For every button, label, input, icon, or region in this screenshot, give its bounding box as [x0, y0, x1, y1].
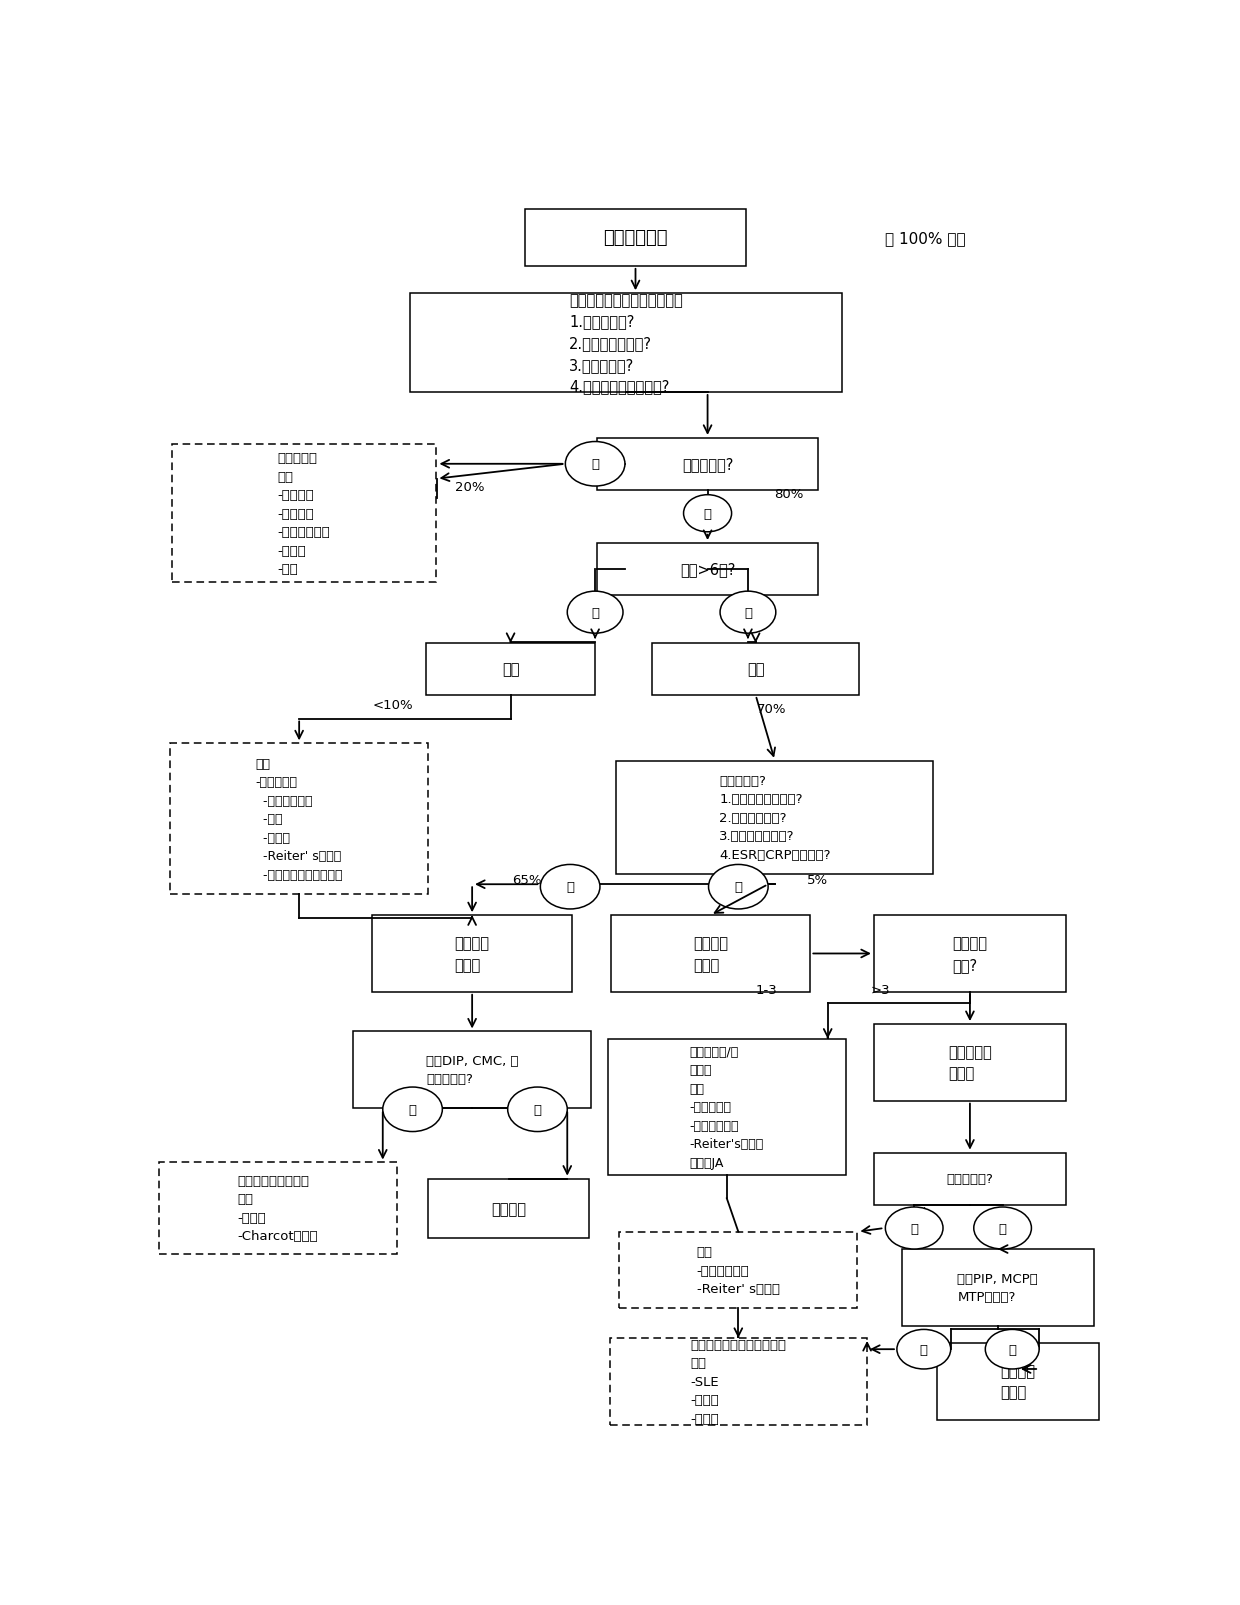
FancyBboxPatch shape [937, 1343, 1099, 1420]
Text: 80%: 80% [775, 488, 804, 501]
Text: 1-3: 1-3 [755, 984, 777, 997]
FancyBboxPatch shape [619, 1233, 858, 1308]
Text: 急性: 急性 [502, 663, 520, 677]
Text: 5%: 5% [806, 873, 827, 886]
Ellipse shape [897, 1329, 951, 1369]
Ellipse shape [565, 443, 625, 486]
Text: 是: 是 [744, 607, 751, 620]
Text: 不: 不 [591, 607, 599, 620]
FancyBboxPatch shape [610, 1339, 867, 1425]
Text: 是: 是 [533, 1103, 542, 1115]
Text: 不: 不 [591, 457, 599, 470]
Text: 20%: 20% [455, 480, 485, 493]
Text: <7%: <7% [897, 1205, 929, 1218]
Text: <10%: <10% [373, 700, 414, 713]
Ellipse shape [720, 592, 776, 634]
FancyBboxPatch shape [353, 1032, 591, 1109]
Ellipse shape [383, 1087, 443, 1132]
Text: 无关节病症
考虑
-外伤骨折
-纤维肌痛
-风湿性多肌痛
-滑囊炎
-腱炎: 无关节病症 考虑 -外伤骨折 -纤维肌痛 -风湿性多肌痛 -滑囊炎 -腱炎 [278, 453, 330, 576]
Text: 类风湿性
关节炎: 类风湿性 关节炎 [1001, 1363, 1035, 1400]
Text: 累及对称吗?: 累及对称吗? [946, 1172, 993, 1186]
FancyBboxPatch shape [409, 294, 842, 393]
Text: 不: 不 [920, 1343, 928, 1356]
FancyBboxPatch shape [170, 743, 428, 894]
Text: 骨关节炎: 骨关节炎 [491, 1201, 526, 1217]
Text: 不: 不 [910, 1221, 918, 1234]
FancyBboxPatch shape [427, 644, 595, 695]
FancyBboxPatch shape [596, 544, 818, 595]
Text: 疾病>6周?: 疾病>6周? [680, 562, 735, 578]
Ellipse shape [973, 1207, 1032, 1249]
Text: 是: 是 [703, 507, 712, 520]
FancyBboxPatch shape [372, 915, 572, 992]
Text: 65%: 65% [512, 873, 542, 886]
Text: 图 100% 患者: 图 100% 患者 [885, 231, 966, 246]
Text: 慢性炎性
关节炎: 慢性炎性 关节炎 [455, 936, 490, 973]
Text: 不太可能为骨关节炎
考虑
-骨坏死
-Charcot关节炎: 不太可能为骨关节炎 考虑 -骨坏死 -Charcot关节炎 [238, 1175, 319, 1242]
Text: 是: 是 [1008, 1343, 1017, 1356]
Ellipse shape [885, 1207, 944, 1249]
Ellipse shape [541, 865, 600, 910]
Text: 是: 是 [734, 881, 743, 894]
Text: 累及多少
关节?: 累及多少 关节? [952, 936, 987, 973]
Text: 慢性炎性单/寡
关节炎
考虑
-顽固性感染
-银屑病关节炎
-Reiter's综合征
少关节JA: 慢性炎性单/寡 关节炎 考虑 -顽固性感染 -银屑病关节炎 -Reiter's综… [689, 1045, 764, 1168]
Text: >3: >3 [870, 984, 890, 997]
Text: 慢性炎性多
关节炎: 慢性炎性多 关节炎 [949, 1045, 992, 1080]
Ellipse shape [986, 1329, 1039, 1369]
FancyBboxPatch shape [525, 210, 746, 266]
Text: 不太可能为类风湿性关节炎
考虑
-SLE
-硬皮病
-多肌炎: 不太可能为类风湿性关节炎 考虑 -SLE -硬皮病 -多肌炎 [691, 1339, 786, 1425]
Text: 是: 是 [998, 1221, 1007, 1234]
Text: 慢性: 慢性 [746, 663, 764, 677]
Text: 不: 不 [408, 1103, 417, 1115]
Ellipse shape [507, 1087, 567, 1132]
FancyBboxPatch shape [901, 1249, 1094, 1326]
Text: 慢性炎性
关节炎: 慢性炎性 关节炎 [693, 936, 728, 973]
Text: 是关节的吗?: 是关节的吗? [682, 457, 733, 472]
FancyBboxPatch shape [652, 644, 859, 695]
Text: 累及DIP, CMC, 髋
或膝关节吗?: 累及DIP, CMC, 髋 或膝关节吗? [425, 1054, 518, 1087]
FancyBboxPatch shape [874, 1024, 1066, 1101]
Text: 肌肉骨骼疾病: 肌肉骨骼疾病 [603, 230, 668, 247]
Text: 初始风湿史和身体检查来确定
1.是关节的吗?
2.是急性还是慢性?
3.存在炎症吗?
4.累及多少、哪些关节?: 初始风湿史和身体检查来确定 1.是关节的吗? 2.是急性还是慢性? 3.存在炎症… [569, 292, 683, 395]
FancyBboxPatch shape [874, 915, 1066, 992]
Text: 累及PIP, MCP或
MTP关节吗?: 累及PIP, MCP或 MTP关节吗? [957, 1271, 1038, 1303]
FancyBboxPatch shape [608, 1038, 846, 1175]
FancyBboxPatch shape [159, 1162, 397, 1254]
Ellipse shape [567, 592, 622, 634]
Text: 存在炎症吗?
1.有长期清晨僵硬吗?
2.有软组织肿胀?
3.有全身性症状吗?
4.ESR或CRP提高了吗?: 存在炎症吗? 1.有长期清晨僵硬吗? 2.有软组织肿胀? 3.有全身性症状吗? … [719, 775, 831, 862]
FancyBboxPatch shape [616, 761, 934, 875]
Text: 不: 不 [567, 881, 574, 894]
FancyBboxPatch shape [610, 915, 811, 992]
FancyBboxPatch shape [172, 445, 436, 583]
Ellipse shape [708, 865, 768, 910]
FancyBboxPatch shape [874, 1152, 1066, 1205]
FancyBboxPatch shape [596, 438, 818, 491]
Text: 考虑
-银屑病关节炎
-Reiter' s综合征: 考虑 -银屑病关节炎 -Reiter' s综合征 [697, 1245, 780, 1295]
Ellipse shape [683, 496, 732, 533]
FancyBboxPatch shape [428, 1178, 589, 1237]
Text: 考虑
-急性关节炎
  -感染性关节炎
  -痛风
  -假痛风
  -Reiter' s综合征
  -慢性关节炎的初始表现: 考虑 -急性关节炎 -感染性关节炎 -痛风 -假痛风 -Reiter' s综合征… [255, 758, 343, 881]
Text: 70%: 70% [758, 703, 786, 716]
